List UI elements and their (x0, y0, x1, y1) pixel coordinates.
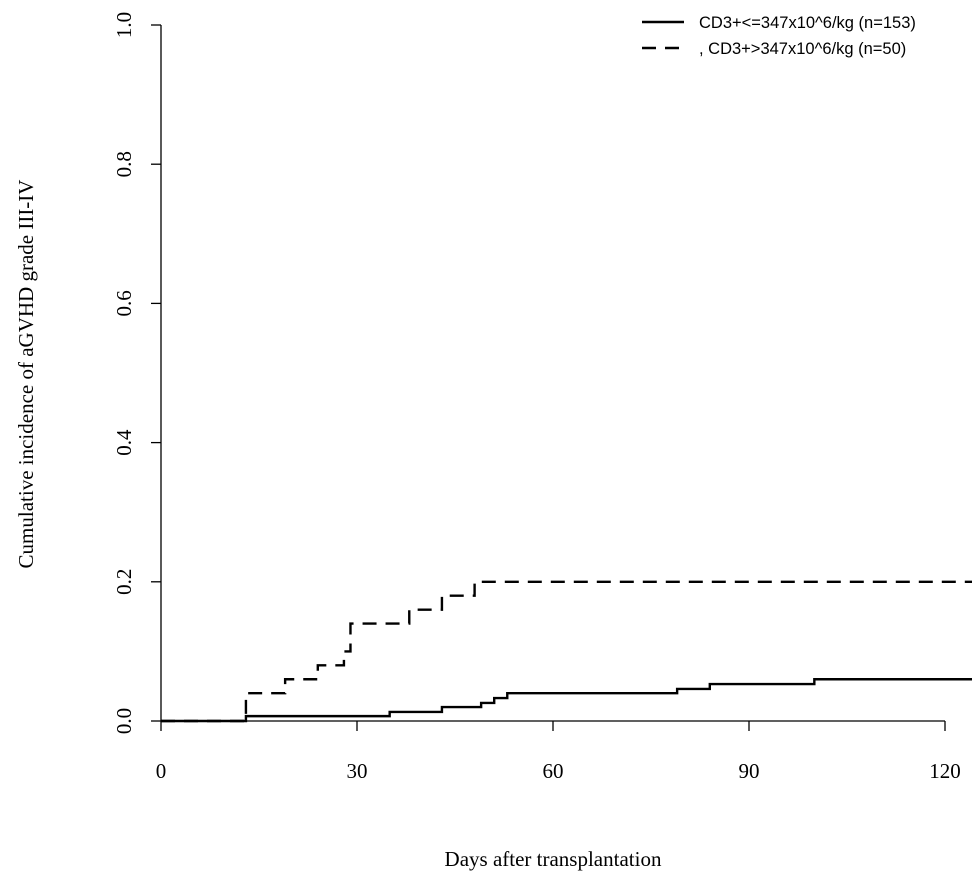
x-axis-label: Days after transplantation (445, 847, 662, 871)
x-tick-label: 0 (156, 759, 167, 783)
y-tick-label: 0.8 (112, 151, 136, 177)
y-axis-label: Cumulative incidence of aGVHD grade III-… (14, 180, 38, 569)
series-line-dashed (161, 580, 972, 723)
x-tick-label: 90 (739, 759, 760, 783)
legend-label: , CD3+>347x10^6/kg (n=50) (699, 40, 906, 58)
axes: 0 30 60 90 120 0.0 0.2 0.4 0.6 0.8 1.0 (112, 12, 961, 783)
x-tick-label: 30 (347, 759, 368, 783)
y-tick-label: 0.2 (112, 569, 136, 595)
legend: CD3+<=347x10^6/kg (n=153) , CD3+>347x10^6… (642, 14, 916, 58)
x-tick-label: 60 (543, 759, 564, 783)
y-tick-label: 0.0 (112, 708, 136, 734)
y-axis-ticks: 0.0 0.2 0.4 0.6 0.8 1.0 (112, 12, 161, 734)
y-tick-label: 0.4 (112, 429, 136, 456)
series-line-solid (161, 678, 972, 723)
y-tick-label: 1.0 (112, 12, 136, 38)
x-tick-label: 120 (929, 759, 961, 783)
x-axis-ticks: 0 30 60 90 120 (156, 721, 961, 783)
legend-label: CD3+<=347x10^6/kg (n=153) (699, 14, 916, 32)
y-tick-label: 0.6 (112, 290, 136, 316)
series-layer (161, 580, 972, 723)
